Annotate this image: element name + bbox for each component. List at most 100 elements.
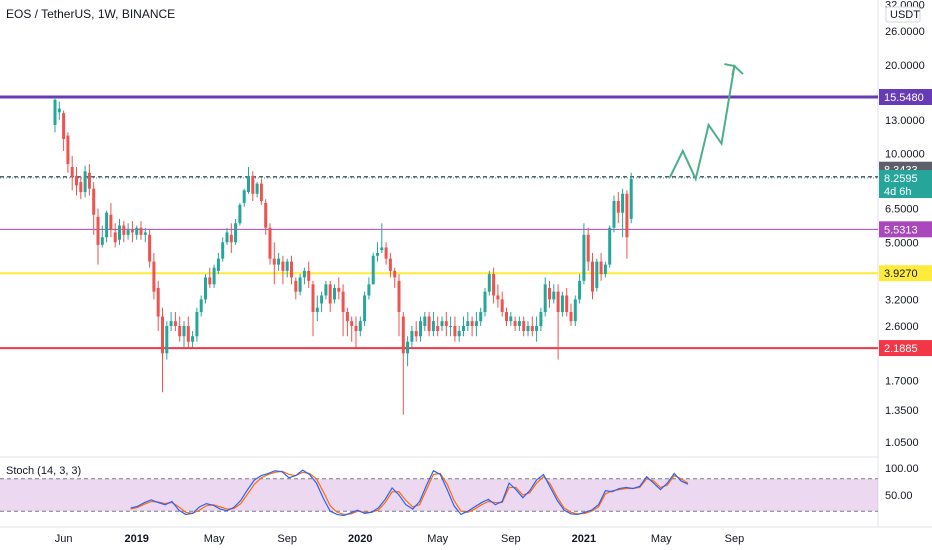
candle-body bbox=[165, 326, 169, 354]
candle-body bbox=[621, 193, 625, 213]
candle-body bbox=[100, 237, 104, 245]
candle-body bbox=[92, 188, 96, 215]
candle-body bbox=[358, 321, 362, 332]
candle-body bbox=[419, 321, 422, 337]
candle-body bbox=[625, 193, 629, 238]
candle-body bbox=[173, 321, 177, 327]
candle-body bbox=[290, 261, 293, 278]
candle-body bbox=[122, 225, 126, 235]
candle-body bbox=[87, 172, 91, 189]
candle-body bbox=[500, 299, 504, 313]
candle-body bbox=[616, 201, 620, 213]
candle-body bbox=[569, 312, 573, 322]
candle-body bbox=[470, 321, 474, 327]
candle-body bbox=[457, 331, 461, 337]
candle-body bbox=[238, 204, 242, 224]
candle-body bbox=[311, 284, 315, 313]
candle-body bbox=[264, 202, 268, 228]
candle-body bbox=[345, 312, 349, 322]
candle-body bbox=[517, 321, 521, 327]
x-tick-label: Sep bbox=[277, 533, 297, 545]
candle-body bbox=[414, 331, 418, 337]
candle-body bbox=[333, 287, 336, 300]
y-tick-label: 2.6000 bbox=[885, 321, 919, 333]
current-price-label: 8.2595 bbox=[884, 173, 918, 185]
candle-body bbox=[539, 312, 543, 327]
resistance-purple-tag bbox=[879, 89, 932, 105]
candle-body bbox=[578, 280, 582, 300]
candle-body bbox=[573, 299, 577, 322]
stoch-tick-50: 50.00 bbox=[885, 490, 913, 502]
candle-body bbox=[169, 321, 173, 327]
candle-body bbox=[397, 280, 401, 313]
projection-arrowhead bbox=[724, 63, 736, 76]
candle-body bbox=[156, 287, 160, 317]
candle-body bbox=[118, 225, 121, 240]
y-tick-label: 26.0000 bbox=[885, 26, 925, 38]
candle-body bbox=[496, 295, 500, 300]
candle-body bbox=[552, 291, 556, 300]
candle-body bbox=[444, 321, 448, 327]
candle-body bbox=[324, 284, 328, 296]
stoch-k-line bbox=[130, 469, 689, 517]
stoch-band bbox=[0, 478, 878, 512]
currency-label: USDT bbox=[890, 9, 920, 21]
candle-body bbox=[178, 326, 182, 337]
candle-body bbox=[96, 216, 100, 245]
candle-body bbox=[255, 183, 259, 194]
candle-body bbox=[350, 321, 354, 327]
candle-body bbox=[462, 326, 465, 332]
candle-body bbox=[191, 336, 195, 342]
candle-body bbox=[376, 252, 379, 256]
candle-body bbox=[608, 227, 612, 265]
candle-body bbox=[139, 227, 143, 235]
candle-body bbox=[535, 326, 539, 332]
candle-body bbox=[595, 261, 599, 288]
candle-body bbox=[272, 258, 276, 265]
candle-body bbox=[208, 277, 212, 285]
candle-body bbox=[161, 316, 164, 354]
stoch-tick-100: 100.00 bbox=[885, 463, 919, 475]
candle-body bbox=[354, 326, 358, 332]
candle-body bbox=[612, 201, 616, 228]
candle-body bbox=[509, 316, 513, 322]
candle-body bbox=[436, 326, 440, 332]
candle-body bbox=[363, 295, 367, 322]
y-tick-label: 20.0000 bbox=[885, 60, 925, 72]
candle-body bbox=[199, 299, 203, 313]
candle-body bbox=[298, 277, 302, 292]
candle-body bbox=[66, 135, 70, 165]
candle-body bbox=[487, 274, 491, 292]
candle-body bbox=[384, 247, 388, 259]
candle-body bbox=[393, 270, 397, 278]
x-tick-label: Jun bbox=[55, 533, 73, 545]
candle-body bbox=[492, 274, 496, 296]
y-tick-label: 1.7000 bbox=[885, 375, 919, 387]
candle-body bbox=[560, 295, 564, 313]
candle-body bbox=[182, 326, 186, 337]
candle-body bbox=[406, 341, 410, 354]
candle-body bbox=[75, 175, 78, 186]
x-tick-label: May bbox=[204, 533, 225, 545]
candle-body bbox=[371, 255, 375, 285]
candle-body bbox=[281, 261, 285, 271]
support-red-tag bbox=[879, 340, 932, 357]
candle-body bbox=[109, 214, 113, 231]
candle-body bbox=[599, 261, 603, 275]
x-tick-label: Sep bbox=[725, 533, 745, 545]
countdown-label: 4d 6h bbox=[884, 186, 912, 198]
candle-body bbox=[130, 230, 134, 233]
candle-body bbox=[135, 227, 139, 235]
x-tick-label: 2020 bbox=[348, 533, 372, 545]
candle-body bbox=[143, 232, 147, 235]
y-tick-label: 1.0500 bbox=[885, 437, 919, 449]
candle-body bbox=[328, 284, 332, 304]
resistance-purple-label: 15.5480 bbox=[884, 92, 924, 104]
candle-body bbox=[259, 183, 263, 202]
support-red-label: 2.1885 bbox=[884, 343, 918, 355]
candle-body bbox=[548, 287, 551, 300]
candle-body bbox=[302, 270, 306, 278]
candle-body bbox=[388, 258, 392, 271]
